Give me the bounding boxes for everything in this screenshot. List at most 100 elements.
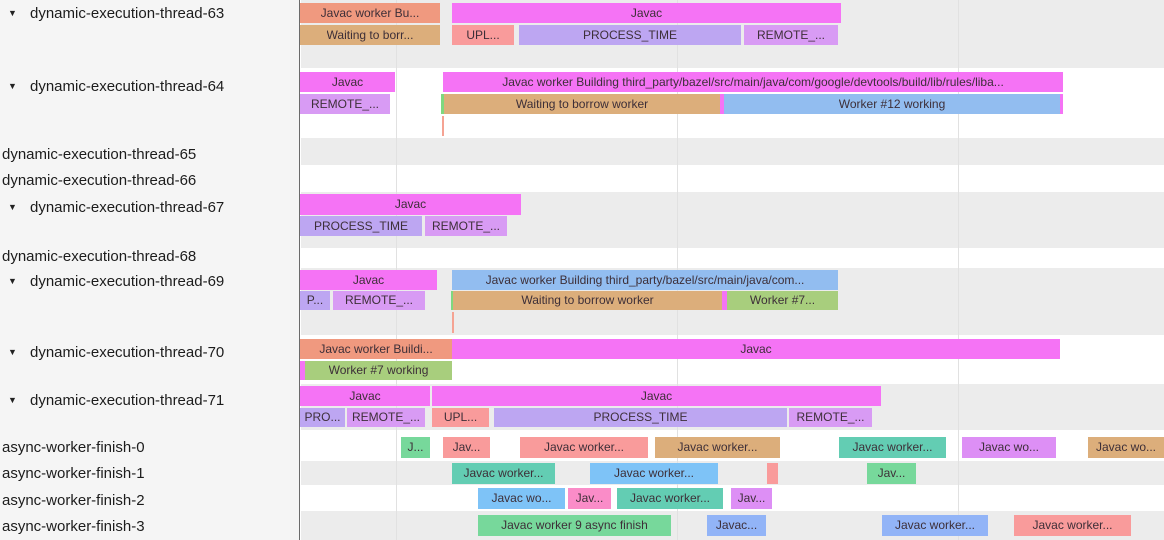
bar-label: REMOTE_...: [431, 219, 500, 233]
timeline-bar[interactable]: Javac worker...: [882, 515, 988, 536]
timeline-bar[interactable]: UPL...: [432, 408, 489, 427]
timeline-bar[interactable]: Jav...: [731, 488, 772, 509]
expander-icon[interactable]: ▼: [8, 395, 17, 405]
bar-label: Javac: [740, 342, 772, 356]
timeline-bar[interactable]: [722, 291, 727, 310]
timeline-bar[interactable]: PROCESS_TIME: [519, 25, 741, 45]
thread-row-dynamic-execution-thread-64[interactable]: ▼ dynamic-execution-thread-64: [0, 78, 299, 98]
timeline-bar[interactable]: J...: [401, 437, 430, 458]
timeline-bar[interactable]: UPL...: [452, 25, 514, 45]
timeline-bar[interactable]: Javac: [300, 194, 521, 215]
timeline-bar[interactable]: PROCESS_TIME: [494, 408, 787, 427]
timeline-bar[interactable]: PROCESS_TIME: [300, 216, 422, 236]
timeline-bar[interactable]: Javac worker...: [590, 463, 718, 484]
timeline-bar[interactable]: Javac wo...: [962, 437, 1056, 458]
bar-label: J...: [407, 440, 424, 454]
timeline-bar[interactable]: Javac worker Building third_party/bazel/…: [452, 270, 838, 290]
expander-icon[interactable]: ▼: [8, 8, 17, 18]
bar-label: Javac worker Bu...: [320, 6, 420, 20]
bar-label: Javac worker...: [629, 491, 711, 505]
thread-label: async-worker-finish-1: [2, 465, 145, 482]
bar-label: UPL...: [443, 410, 478, 424]
timeline-bar[interactable]: Jav...: [443, 437, 490, 458]
thread-row-dynamic-execution-thread-71[interactable]: ▼ dynamic-execution-thread-71: [0, 392, 299, 412]
thread-label: async-worker-finish-3: [2, 518, 145, 535]
timeline-bar[interactable]: Javac worker...: [452, 463, 555, 484]
thread-row-dynamic-execution-thread-65[interactable]: dynamic-execution-thread-65: [0, 146, 299, 166]
timeline-bar[interactable]: Worker #7...: [727, 291, 838, 310]
timeline-bar[interactable]: Javac worker Building third_party/bazel/…: [443, 72, 1063, 92]
timeline-bar[interactable]: [300, 361, 305, 380]
thread-row-async-worker-finish-1[interactable]: async-worker-finish-1: [0, 465, 299, 485]
timeline-bar[interactable]: Worker #12 working: [724, 94, 1060, 114]
timeline-bar[interactable]: P...: [300, 291, 330, 310]
timeline-bar[interactable]: Javac worker Buildi...: [300, 339, 452, 359]
timeline-bar[interactable]: Worker #7 working: [305, 361, 452, 380]
timeline-bar[interactable]: Javac worker Bu...: [300, 3, 440, 23]
bar-label: Waiting to borr...: [326, 28, 414, 42]
timeline-bar[interactable]: Javac: [432, 386, 881, 406]
expander-icon[interactable]: ▼: [8, 81, 17, 91]
expander-icon[interactable]: ▼: [8, 202, 17, 212]
timeline-bar[interactable]: REMOTE_...: [744, 25, 838, 45]
timeline-bar[interactable]: Jav...: [867, 463, 916, 484]
thread-row-dynamic-execution-thread-68[interactable]: dynamic-execution-thread-68: [0, 248, 299, 268]
bar-label: REMOTE_...: [351, 410, 420, 424]
timeline-bar[interactable]: Javac: [300, 386, 430, 406]
timeline-bar[interactable]: [451, 291, 453, 310]
timeline-bar[interactable]: Waiting to borrow worker: [453, 291, 722, 310]
thread-row-dynamic-execution-thread-70[interactable]: ▼ dynamic-execution-thread-70: [0, 344, 299, 364]
timeline-bar[interactable]: Javac worker...: [1014, 515, 1131, 536]
timeline-bar[interactable]: REMOTE_...: [300, 94, 390, 114]
timeline-bar[interactable]: [1060, 94, 1063, 114]
thread-row-dynamic-execution-thread-63[interactable]: ▼ dynamic-execution-thread-63: [0, 5, 299, 25]
timeline-bar[interactable]: [720, 94, 724, 114]
timeline-bar[interactable]: REMOTE_...: [425, 216, 507, 236]
bar-label: Javac worker Buildi...: [319, 342, 433, 356]
timeline-bar[interactable]: Javac worker 9 async finish: [478, 515, 671, 536]
timeline: Javac worker Bu... Javac Waiting to borr..…: [300, 0, 1164, 540]
bar-label: Javac wo...: [1095, 440, 1157, 454]
timeline-bar[interactable]: Javac...: [707, 515, 766, 536]
timeline-bar[interactable]: Javac worker...: [655, 437, 780, 458]
timeline-bar[interactable]: Waiting to borrow worker: [444, 94, 720, 114]
timeline-bar[interactable]: Javac wo...: [478, 488, 565, 509]
timeline-bar[interactable]: [441, 94, 444, 114]
slice-marker[interactable]: [452, 312, 454, 333]
timeline-bar[interactable]: Javac: [452, 339, 1060, 359]
row-band: [301, 138, 1164, 165]
bar-label: Javac worker...: [1032, 518, 1113, 532]
thread-label: dynamic-execution-thread-71: [30, 392, 225, 409]
expander-icon[interactable]: ▼: [8, 347, 17, 357]
timeline-bar[interactable]: PRO...: [300, 408, 345, 427]
slice-marker[interactable]: [442, 116, 444, 136]
timeline-bar[interactable]: Javac worker...: [617, 488, 723, 509]
bar-label: Jav...: [877, 466, 906, 480]
thread-row-async-worker-finish-2[interactable]: async-worker-finish-2: [0, 492, 299, 512]
timeline-bar[interactable]: Javac worker...: [839, 437, 946, 458]
bar-label: PROCESS_TIME: [593, 410, 688, 424]
timeline-bar[interactable]: Waiting to borr...: [300, 25, 440, 45]
timeline-bar[interactable]: [767, 463, 778, 484]
timeline-bar[interactable]: Jav...: [568, 488, 611, 509]
timeline-bar[interactable]: REMOTE_...: [333, 291, 425, 310]
timeline-bar[interactable]: Javac wo...: [1088, 437, 1164, 458]
expander-icon[interactable]: ▼: [8, 276, 17, 286]
timeline-bar[interactable]: Javac: [300, 270, 437, 290]
timeline-bar[interactable]: Javac worker...: [520, 437, 648, 458]
thread-sidebar: ▼ dynamic-execution-thread-63 ▼ dynamic-exe…: [0, 0, 300, 540]
bar-label: Worker #12 working: [838, 97, 946, 111]
thread-row-dynamic-execution-thread-66[interactable]: dynamic-execution-thread-66: [0, 172, 299, 192]
thread-row-dynamic-execution-thread-69[interactable]: ▼ dynamic-execution-thread-69: [0, 273, 299, 293]
timeline-bar[interactable]: Javac: [452, 3, 841, 23]
thread-row-async-worker-finish-3[interactable]: async-worker-finish-3: [0, 518, 299, 538]
thread-label: dynamic-execution-thread-64: [30, 78, 225, 95]
thread-row-async-worker-finish-0[interactable]: async-worker-finish-0: [0, 439, 299, 459]
timeline-bar[interactable]: REMOTE_...: [789, 408, 872, 427]
timeline-bar[interactable]: Javac: [300, 72, 395, 92]
timeline-bar[interactable]: REMOTE_...: [347, 408, 425, 427]
bar-label: Javac wo...: [978, 440, 1040, 454]
bar-label: Javac: [331, 75, 364, 89]
thread-row-dynamic-execution-thread-67[interactable]: ▼ dynamic-execution-thread-67: [0, 199, 299, 219]
